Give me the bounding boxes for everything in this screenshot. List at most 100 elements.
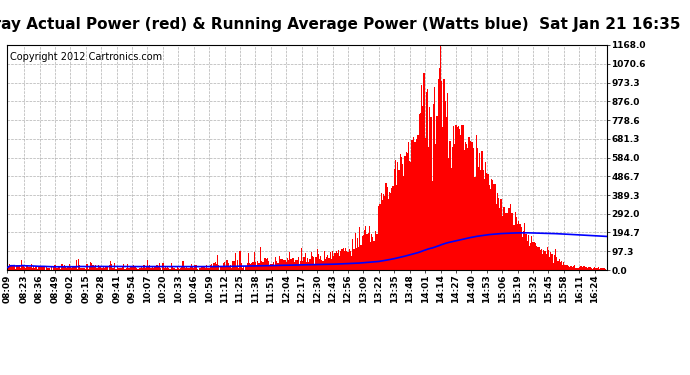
Bar [269,265,270,270]
Bar [299,264,300,270]
Bar [548,250,549,270]
Bar [448,158,449,270]
Bar [530,243,531,270]
Bar [484,179,485,270]
Bar [415,142,416,270]
Bar [213,262,215,270]
Bar [43,267,45,270]
Bar [313,257,314,270]
Bar [480,170,482,270]
Bar [403,176,404,270]
Bar [571,267,573,270]
Bar [556,257,558,270]
Bar [339,256,340,270]
Bar [109,265,110,270]
Bar [472,142,473,270]
Bar [317,254,319,270]
Bar [39,266,40,270]
Bar [470,141,471,270]
Bar [95,265,96,270]
Bar [65,266,66,270]
Bar [446,117,447,270]
Bar [254,252,255,270]
Bar [306,262,307,270]
Bar [390,193,391,270]
Bar [457,126,459,270]
Bar [421,85,422,270]
Bar [249,262,250,270]
Bar [58,266,59,270]
Bar [102,267,103,270]
Bar [491,178,492,270]
Bar [230,265,231,270]
Bar [363,235,364,270]
Bar [210,265,211,270]
Bar [275,257,276,270]
Bar [505,213,506,270]
Bar [137,269,139,270]
Bar [233,261,235,270]
Bar [365,226,366,270]
Bar [525,234,526,270]
Bar [569,267,571,270]
Bar [170,263,172,270]
Bar [251,263,253,270]
Bar [188,267,190,270]
Bar [226,260,228,270]
Bar [402,164,403,270]
Bar [250,264,251,270]
Bar [117,266,119,270]
Bar [235,253,236,270]
Bar [360,245,362,270]
Bar [355,248,357,270]
Bar [495,204,497,270]
Bar [508,208,509,270]
Bar [375,231,376,270]
Bar [83,268,84,270]
Bar [455,125,457,270]
Bar [256,265,257,270]
Bar [162,262,164,270]
Bar [160,268,161,270]
Bar [389,192,390,270]
Bar [342,249,343,270]
Bar [27,266,28,270]
Bar [563,262,564,270]
Bar [10,265,12,270]
Bar [601,268,602,270]
Bar [64,264,65,270]
Bar [602,268,604,270]
Bar [427,89,428,270]
Bar [473,148,474,270]
Bar [357,238,358,270]
Bar [292,258,293,270]
Bar [513,225,515,270]
Bar [406,153,408,270]
Bar [70,267,71,270]
Bar [599,268,600,270]
Bar [558,261,559,270]
Bar [279,259,281,270]
Bar [136,268,137,270]
Bar [503,207,504,270]
Bar [55,268,57,270]
Bar [517,224,518,270]
Bar [391,188,393,270]
Bar [436,116,437,270]
Bar [168,268,170,270]
Bar [85,269,86,270]
Bar [475,135,477,270]
Bar [331,259,332,270]
Bar [516,217,517,270]
Bar [535,243,536,270]
Bar [452,147,453,270]
Bar [567,265,568,270]
Bar [225,267,226,270]
Bar [157,266,159,270]
Bar [449,141,451,270]
Bar [203,266,204,270]
Bar [34,268,35,270]
Bar [305,253,306,270]
Bar [159,263,160,270]
Bar [63,267,64,270]
